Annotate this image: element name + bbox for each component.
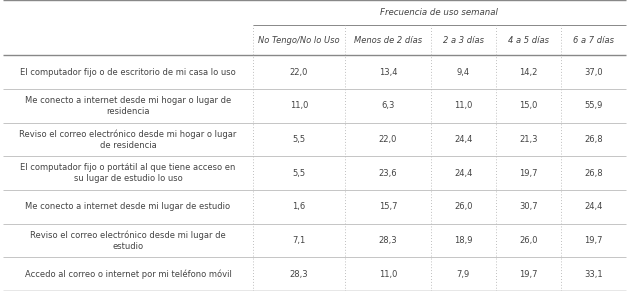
Text: 9,4: 9,4 (456, 68, 470, 77)
Text: 23,6: 23,6 (379, 169, 398, 178)
Text: 7,9: 7,9 (456, 270, 470, 279)
Text: 26,0: 26,0 (454, 202, 473, 211)
Text: 24,4: 24,4 (454, 169, 472, 178)
Text: 33,1: 33,1 (584, 270, 603, 279)
Text: 24,4: 24,4 (584, 202, 603, 211)
Text: Accedo al correo o internet por mi teléfono móvil: Accedo al correo o internet por mi teléf… (24, 269, 231, 279)
Text: 21,3: 21,3 (519, 135, 537, 144)
Text: 5,5: 5,5 (292, 135, 305, 144)
Text: 5,5: 5,5 (292, 169, 305, 178)
Text: Me conecto a internet desde mi hogar o lugar de
residencia: Me conecto a internet desde mi hogar o l… (25, 96, 231, 116)
Text: El computador fijo o de escritorio de mi casa lo uso: El computador fijo o de escritorio de mi… (20, 68, 236, 77)
Text: 26,8: 26,8 (584, 135, 603, 144)
Text: 37,0: 37,0 (584, 68, 603, 77)
Text: 2 a 3 días: 2 a 3 días (443, 36, 484, 45)
Text: 26,8: 26,8 (584, 169, 603, 178)
Text: No Tengo/No lo Uso: No Tengo/No lo Uso (258, 36, 340, 45)
Text: 7,1: 7,1 (292, 236, 306, 245)
Text: 30,7: 30,7 (519, 202, 537, 211)
Text: 19,7: 19,7 (519, 270, 537, 279)
Text: El computador fijo o portátil al que tiene acceso en
su lugar de estudio lo uso: El computador fijo o portátil al que tie… (20, 163, 236, 183)
Text: 13,4: 13,4 (379, 68, 398, 77)
Text: Me conecto a internet desde mi lugar de estudio: Me conecto a internet desde mi lugar de … (26, 202, 231, 211)
Text: 26,0: 26,0 (519, 236, 537, 245)
Text: 15,7: 15,7 (379, 202, 398, 211)
Text: 6 a 7 días: 6 a 7 días (572, 36, 614, 45)
Text: Reviso el correo electrónico desde mi hogar o lugar
de residencia: Reviso el correo electrónico desde mi ho… (19, 129, 236, 150)
Text: 19,7: 19,7 (519, 169, 537, 178)
Text: 6,3: 6,3 (381, 101, 394, 110)
Text: 22,0: 22,0 (379, 135, 397, 144)
Text: 11,0: 11,0 (379, 270, 397, 279)
Text: 1,6: 1,6 (292, 202, 306, 211)
Text: 55,9: 55,9 (584, 101, 603, 110)
Text: 11,0: 11,0 (454, 101, 472, 110)
Text: 28,3: 28,3 (379, 236, 398, 245)
Text: Menos de 2 días: Menos de 2 días (354, 36, 422, 45)
Text: 19,7: 19,7 (584, 236, 603, 245)
Text: 18,9: 18,9 (454, 236, 473, 245)
Text: 15,0: 15,0 (519, 101, 537, 110)
Text: Reviso el correo electrónico desde mi lugar de
estudio: Reviso el correo electrónico desde mi lu… (30, 230, 226, 251)
Text: 28,3: 28,3 (290, 270, 308, 279)
Text: Frecuencia de uso semanal: Frecuencia de uso semanal (381, 8, 498, 17)
Text: 24,4: 24,4 (454, 135, 472, 144)
Text: 4 a 5 días: 4 a 5 días (508, 36, 549, 45)
Text: 14,2: 14,2 (519, 68, 537, 77)
Text: 22,0: 22,0 (290, 68, 308, 77)
Text: 11,0: 11,0 (290, 101, 308, 110)
